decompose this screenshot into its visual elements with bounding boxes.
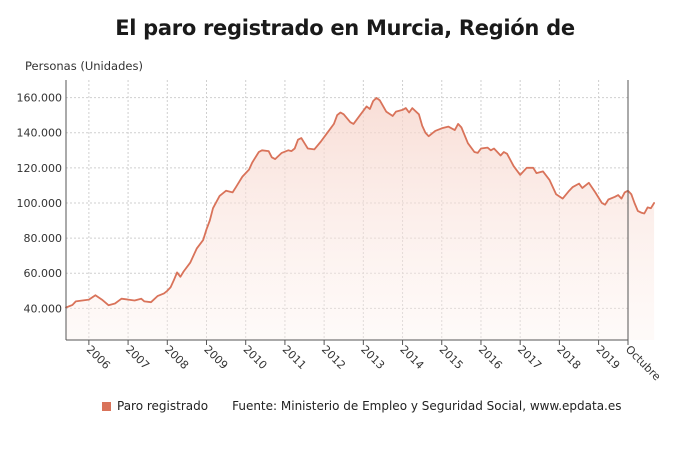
y-tick-label: 40.000 <box>24 302 63 315</box>
x-tick-label: 2008 <box>162 343 191 372</box>
legend: Paro registrado Fuente: Ministerio de Em… <box>102 399 622 413</box>
x-tick-label: 2013 <box>358 343 387 372</box>
y-tick-label: 160.000 <box>17 92 63 105</box>
legend-label: Paro registrado <box>117 399 209 413</box>
x-tick-label: 2006 <box>84 343 113 372</box>
source-note: Fuente: Ministerio de Empleo y Seguridad… <box>232 399 622 413</box>
x-tick-label: 2011 <box>280 343 309 372</box>
x-tick-label: Octubre <box>623 343 663 383</box>
chart-title: El paro registrado en Murcia, Región de <box>115 16 575 40</box>
y-axis-label: Personas (Unidades) <box>25 59 143 73</box>
x-tick-label: 2007 <box>123 343 152 372</box>
y-tick-label: 140.000 <box>17 127 63 140</box>
x-tick-label: 2016 <box>476 343 505 372</box>
y-tick-label: 100.000 <box>17 197 63 210</box>
x-tick-label: 2015 <box>437 343 466 372</box>
y-tick-label: 80.000 <box>24 232 63 245</box>
y-tick-label: 60.000 <box>24 267 63 280</box>
x-tick-label: 2010 <box>241 343 270 372</box>
y-tick-label: 120.000 <box>17 162 63 175</box>
x-tick-label: 2017 <box>515 343 544 372</box>
x-tick-label: 2012 <box>319 343 348 372</box>
x-tick-label: 2009 <box>201 343 230 372</box>
series-area <box>66 97 655 341</box>
x-tick-label: 2019 <box>593 343 622 372</box>
x-tick-label: 2014 <box>397 343 426 372</box>
legend-swatch <box>102 401 111 411</box>
series-line-paro-registrado <box>65 97 655 309</box>
x-tick-label: 2018 <box>554 343 583 372</box>
